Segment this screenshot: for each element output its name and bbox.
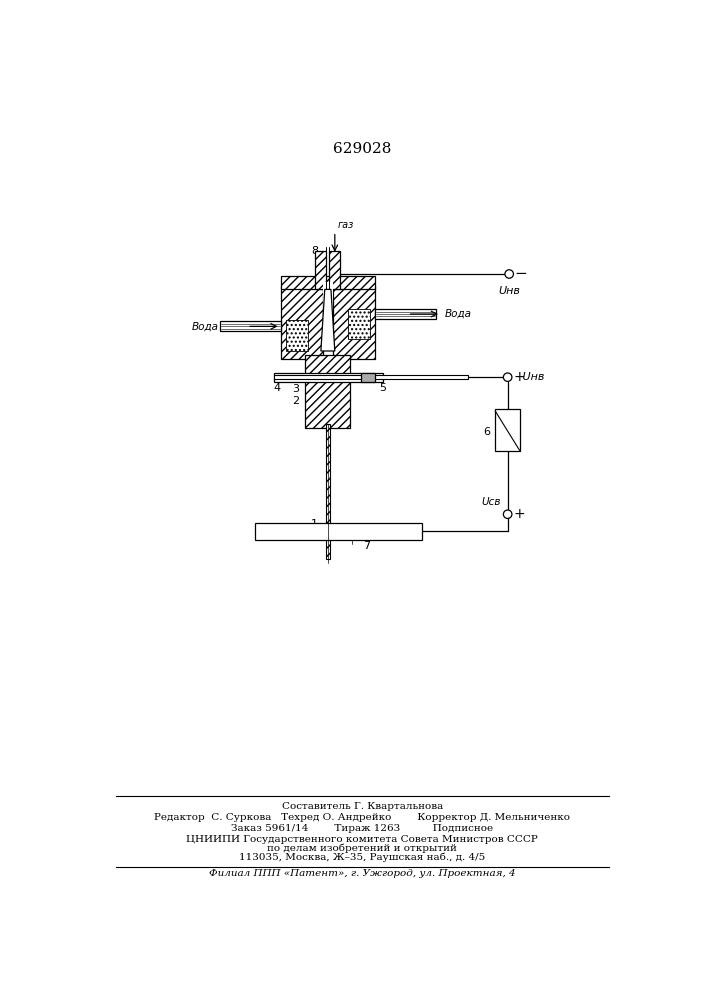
Text: Вода: Вода	[445, 309, 472, 319]
Bar	[315, 251, 327, 289]
Text: 113035, Москва, Ж–35, Раушская наб., д. 4/5: 113035, Москва, Ж–35, Раушская наб., д. …	[239, 853, 486, 862]
Bar	[286, 320, 308, 351]
Text: Uнв: Uнв	[498, 286, 520, 296]
Text: +: +	[513, 370, 525, 384]
Bar	[348, 309, 370, 339]
Bar	[274, 375, 468, 379]
Circle shape	[505, 270, 513, 278]
Text: Редактор  С. Суркова   Техред О. Андрейко        Корректор Д. Мельниченко: Редактор С. Суркова Техред О. Андрейко К…	[154, 813, 571, 822]
Text: по делам изобретений и открытий: по делам изобретений и открытий	[267, 844, 457, 853]
Text: 8: 8	[311, 246, 318, 256]
Bar	[495, 409, 520, 451]
Circle shape	[503, 510, 512, 518]
Bar	[281, 276, 375, 289]
Text: Составитель Г. Квартальнова: Составитель Г. Квартальнова	[281, 802, 443, 811]
Bar	[329, 251, 340, 289]
Text: 4: 4	[274, 383, 281, 393]
Bar	[274, 373, 383, 382]
Bar	[375, 309, 436, 319]
Text: 7: 7	[363, 541, 370, 551]
Bar	[220, 321, 281, 331]
Text: Вода: Вода	[192, 321, 218, 331]
Circle shape	[503, 373, 512, 381]
Text: 3: 3	[293, 384, 300, 394]
Bar	[281, 286, 323, 359]
Polygon shape	[321, 289, 335, 351]
Text: 1: 1	[311, 519, 317, 529]
Text: −: −	[515, 266, 527, 282]
Text: 2: 2	[293, 396, 300, 406]
Text: Uсв: Uсв	[481, 497, 501, 507]
Bar	[323, 282, 332, 351]
Text: ЦНИИПИ Государственного комитета Совета Министров СССР: ЦНИИПИ Государственного комитета Совета …	[187, 835, 538, 844]
Bar	[255, 523, 421, 540]
Bar	[361, 373, 375, 382]
Text: газ: газ	[338, 220, 354, 230]
Bar	[332, 286, 375, 359]
Bar	[325, 424, 330, 559]
Text: 5: 5	[379, 383, 386, 393]
Bar	[305, 355, 351, 428]
Text: +: +	[513, 507, 525, 521]
Text: Филиал ППП «Патент», г. Ужгород, ул. Проектная, 4: Филиал ППП «Патент», г. Ужгород, ул. Про…	[209, 869, 515, 878]
Text: Заказ 5961/14        Тираж 1263          Подписное: Заказ 5961/14 Тираж 1263 Подписное	[231, 824, 493, 833]
Text: 629028: 629028	[333, 142, 391, 156]
Text: 6: 6	[483, 427, 490, 437]
Text: Uнв: Uнв	[519, 372, 544, 382]
